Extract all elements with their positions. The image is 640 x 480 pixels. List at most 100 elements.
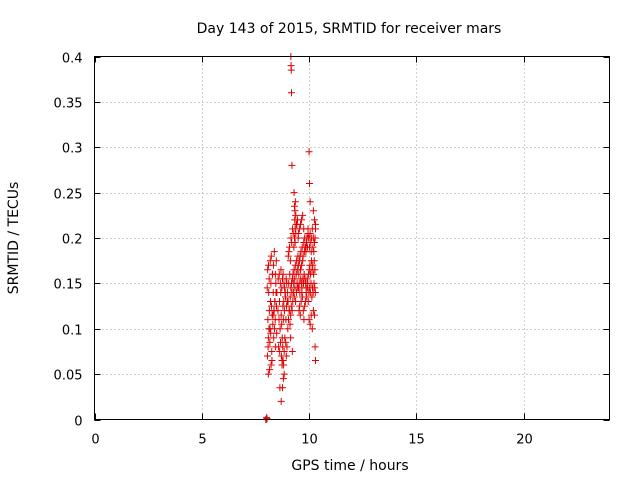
data-point (297, 266, 304, 274)
y-tick-labels: 0 0.05 0.1 0.15 0.2 0.25 0.3 0.35 0.4 (54, 52, 83, 430)
data-point (310, 248, 318, 256)
data-point (265, 275, 273, 283)
data-point (267, 252, 275, 260)
y-tick-label: 0.15 (54, 278, 83, 293)
data-point (264, 370, 272, 378)
data-point (304, 298, 312, 306)
data-point (279, 270, 287, 278)
data-point (268, 357, 276, 365)
data-point (310, 279, 318, 287)
data-point (269, 311, 277, 319)
data-point (274, 307, 282, 315)
data-point (299, 307, 307, 315)
data-point (308, 325, 316, 333)
data-point (266, 366, 274, 374)
data-point (297, 220, 304, 228)
plot-frame (94, 56, 610, 420)
x-tick-label: 20 (516, 433, 533, 448)
data-point (279, 375, 287, 383)
data-point (312, 220, 320, 228)
data-point (286, 257, 294, 265)
data-point (291, 275, 299, 283)
y-tick-label: 0 (74, 415, 82, 430)
y-tick-label: 0.2 (62, 233, 83, 248)
data-point (264, 266, 272, 274)
data-point (287, 334, 295, 342)
data-point (287, 302, 295, 310)
data-point (273, 329, 281, 337)
data-point (310, 270, 318, 278)
data-point (270, 248, 278, 256)
y-tick-label: 0.25 (54, 188, 83, 203)
data-point (290, 243, 298, 251)
data-point (280, 370, 288, 378)
data-point (305, 148, 313, 156)
data-point (311, 266, 319, 274)
data-point (277, 311, 285, 319)
data-point (308, 293, 316, 301)
data-point (269, 320, 277, 328)
data-point (272, 302, 280, 310)
data-point (279, 357, 287, 365)
data-point (299, 252, 307, 260)
data-point (270, 334, 278, 342)
data-point (306, 320, 314, 328)
data-point (282, 338, 290, 346)
data-point (284, 325, 292, 333)
data-point (269, 261, 277, 269)
data-point (278, 361, 286, 369)
data-point (276, 325, 284, 333)
x-tick-label: 15 (408, 433, 425, 448)
data-point (309, 207, 317, 215)
data-point (287, 311, 295, 319)
y-tick-label: 0.35 (54, 97, 83, 112)
data-point (268, 347, 276, 355)
data-point (266, 257, 274, 265)
x-tick-label: 10 (301, 433, 318, 448)
y-axis-title: SRMTID / TECUs (6, 182, 22, 295)
data-point (296, 311, 304, 319)
data-point (291, 207, 299, 215)
data-point (300, 225, 308, 233)
data-point (284, 252, 292, 260)
y-tick-label: 0.4 (62, 52, 83, 67)
data-point (283, 343, 291, 351)
data-point (277, 397, 285, 405)
data-point (309, 307, 317, 315)
data-point (311, 234, 319, 242)
x-tick-label: 5 (198, 433, 206, 448)
data-point (291, 239, 299, 247)
data-point (277, 266, 285, 274)
data-point (263, 352, 271, 360)
data-point (282, 352, 290, 360)
data-point (311, 288, 319, 296)
data-point (287, 66, 295, 74)
data-point (263, 284, 271, 292)
data-point (284, 316, 292, 324)
data-point (310, 257, 318, 265)
data-point (287, 89, 295, 97)
axis-ticks (94, 56, 610, 421)
x-tick-labels: 0 5 10 15 20 (91, 433, 532, 448)
data-point (278, 320, 286, 328)
data-point (294, 229, 302, 237)
data-point (291, 198, 299, 206)
data-point (267, 329, 275, 337)
data-point (263, 415, 271, 423)
data-point (299, 211, 307, 219)
data-point (267, 361, 275, 369)
data-point (286, 320, 294, 328)
data-point (309, 261, 317, 269)
data-point (305, 316, 313, 324)
data-point (281, 284, 289, 292)
data-point (264, 316, 272, 324)
data-point (306, 180, 314, 188)
data-point (278, 384, 286, 392)
data-point (309, 243, 317, 251)
data-point (298, 216, 306, 224)
data-point (306, 198, 314, 206)
y-tick-label: 0.1 (62, 324, 83, 339)
y-tick-label: 0.3 (62, 142, 83, 157)
data-point (306, 229, 314, 237)
data-point (290, 189, 298, 197)
